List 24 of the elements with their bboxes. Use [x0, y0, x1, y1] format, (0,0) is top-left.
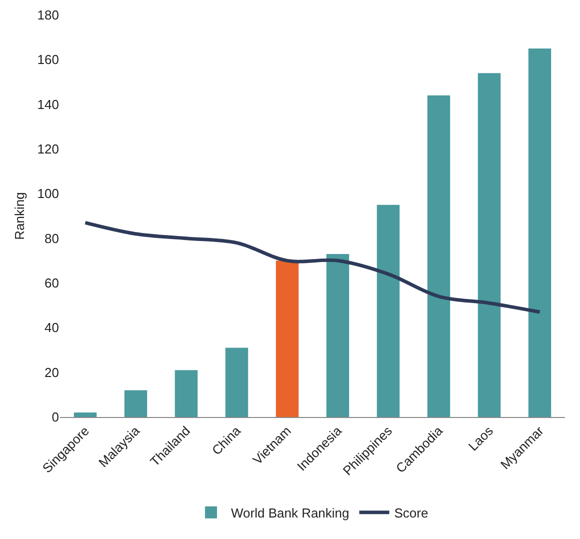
bar [124, 390, 148, 417]
bar [528, 48, 552, 417]
y-tick-label: 180 [37, 8, 59, 23]
bar [376, 204, 400, 417]
bar [74, 412, 97, 417]
y-tick-label: 140 [37, 96, 59, 112]
y-tick-label: 120 [37, 142, 59, 157]
legend-label: Score [394, 505, 428, 520]
y-tick-label: 0 [52, 410, 59, 425]
legend-label: World Bank Ranking [231, 505, 350, 520]
y-tick-label: 100 [37, 186, 59, 202]
y-axis-title: Ranking [12, 192, 27, 240]
bar [174, 370, 198, 417]
y-tick-label: 20 [44, 364, 59, 380]
bar [478, 73, 501, 417]
bar [225, 348, 248, 417]
bar [427, 95, 450, 417]
bar [276, 260, 299, 417]
y-tick-label: 60 [44, 276, 59, 291]
line-series [84, 220, 542, 314]
bar [326, 254, 350, 417]
y-tick-label: 160 [37, 52, 59, 68]
y-tick-label: 40 [44, 320, 59, 336]
y-tick-label: 80 [44, 230, 59, 246]
